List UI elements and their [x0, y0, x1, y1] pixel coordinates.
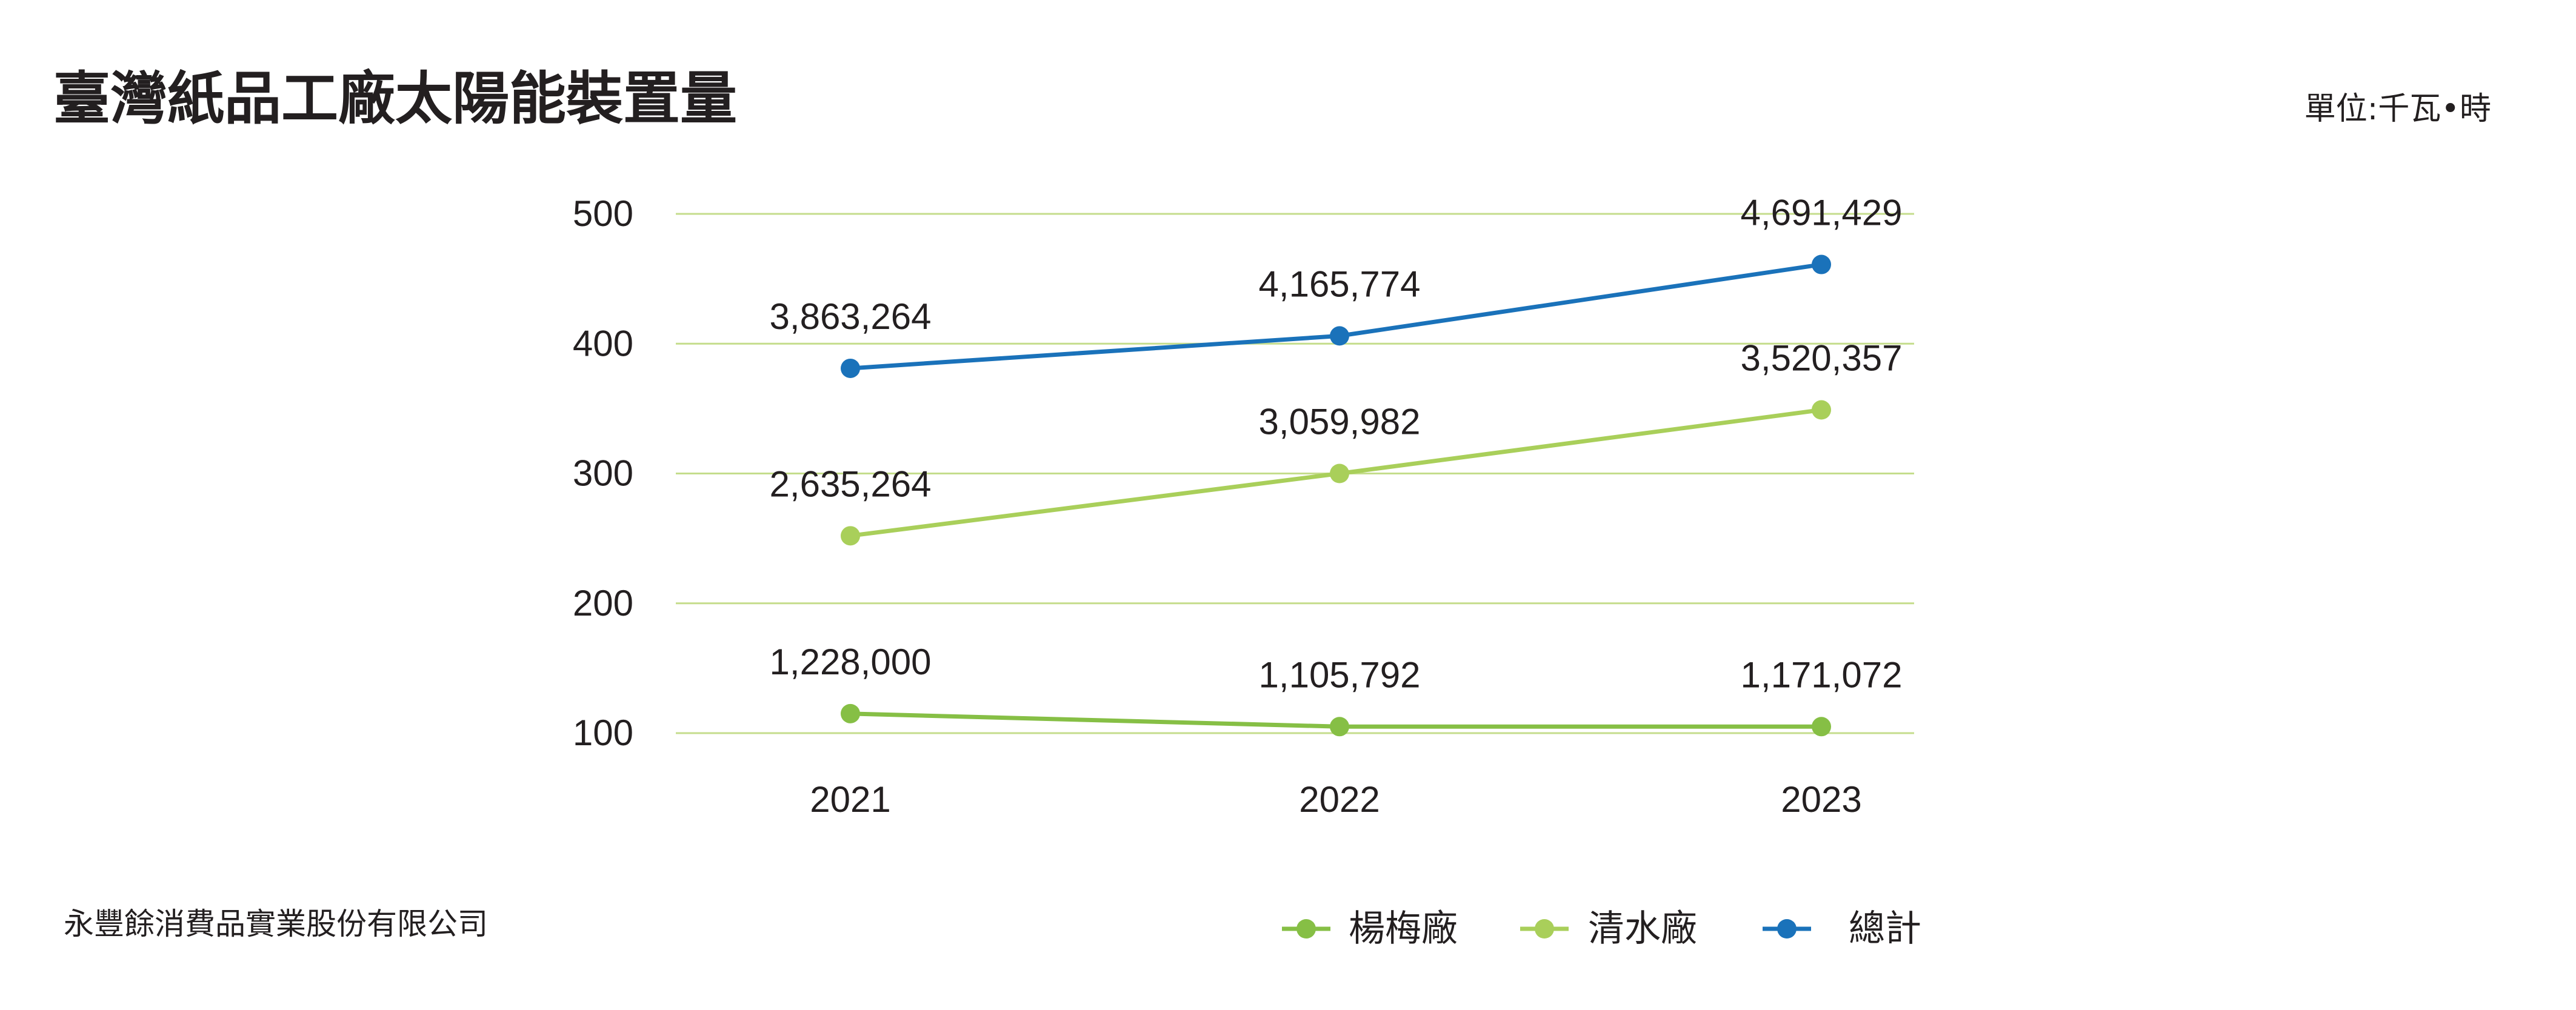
series-1: 1,228,000 1,105,792 1,171,072 [770, 642, 1903, 737]
legend-item: 楊梅廠 [1282, 908, 1458, 950]
data-label: 1,171,072 [1741, 654, 1903, 695]
data-point [841, 526, 860, 546]
gridlines [676, 213, 1914, 734]
y-tick-label: 200 [573, 583, 633, 623]
data-label: 1,228,000 [770, 642, 932, 682]
x-tick-label: 2021 [810, 779, 890, 820]
data-label: 4,165,774 [1259, 264, 1421, 304]
series-2: 2,635,264 3,059,982 3,520,357 [770, 338, 1903, 546]
legend: 楊梅廠 清水廠 總計 [1282, 908, 1921, 950]
legend-item: 總計 [1763, 908, 1921, 950]
data-point [1812, 400, 1831, 420]
data-point [1812, 254, 1831, 274]
legend-item: 清水廠 [1520, 908, 1697, 950]
x-tick-label: 2022 [1299, 779, 1380, 820]
legend-marker [1777, 919, 1797, 939]
legend-label: 總計 [1849, 908, 1921, 950]
chart-title: 臺灣紙品工廠太陽能裝置量 [53, 66, 737, 132]
unit-label: 單位:千瓦•時 [2304, 91, 2491, 127]
company-name: 永豐餘消費品實業股份有限公司 [64, 906, 488, 942]
x-tick-label: 2023 [1781, 779, 1861, 820]
legend-label: 楊梅廠 [1349, 908, 1458, 950]
legend-marker [1296, 919, 1316, 939]
y-tick-label: 300 [573, 453, 633, 494]
legend-label: 清水廠 [1588, 908, 1697, 950]
y-tick-label: 100 [573, 713, 633, 753]
series-3: 3,863,264 4,165,774 4,691,429 [770, 193, 1903, 378]
data-label: 4,691,429 [1741, 193, 1903, 233]
series-group: 1,228,000 1,105,792 1,171,072 2,635,264 3,05… [770, 193, 1903, 737]
data-point [841, 703, 860, 723]
data-point [1812, 717, 1831, 737]
data-point [1330, 326, 1349, 346]
data-label: 3,520,357 [1741, 338, 1903, 379]
data-point [1330, 717, 1349, 737]
y-tick-label: 500 [573, 193, 633, 234]
data-label: 3,059,982 [1259, 402, 1421, 442]
legend-marker [1535, 919, 1554, 939]
data-point [841, 358, 860, 378]
data-label: 3,863,264 [770, 296, 932, 337]
y-tick-label: 400 [573, 323, 633, 364]
data-label: 2,635,264 [770, 463, 932, 504]
data-point [1330, 463, 1349, 483]
y-axis-ticks: 100 200 300 400 500 [573, 193, 633, 753]
data-label: 1,105,792 [1259, 654, 1421, 695]
x-axis-ticks: 2021 2022 2023 [810, 779, 1861, 820]
